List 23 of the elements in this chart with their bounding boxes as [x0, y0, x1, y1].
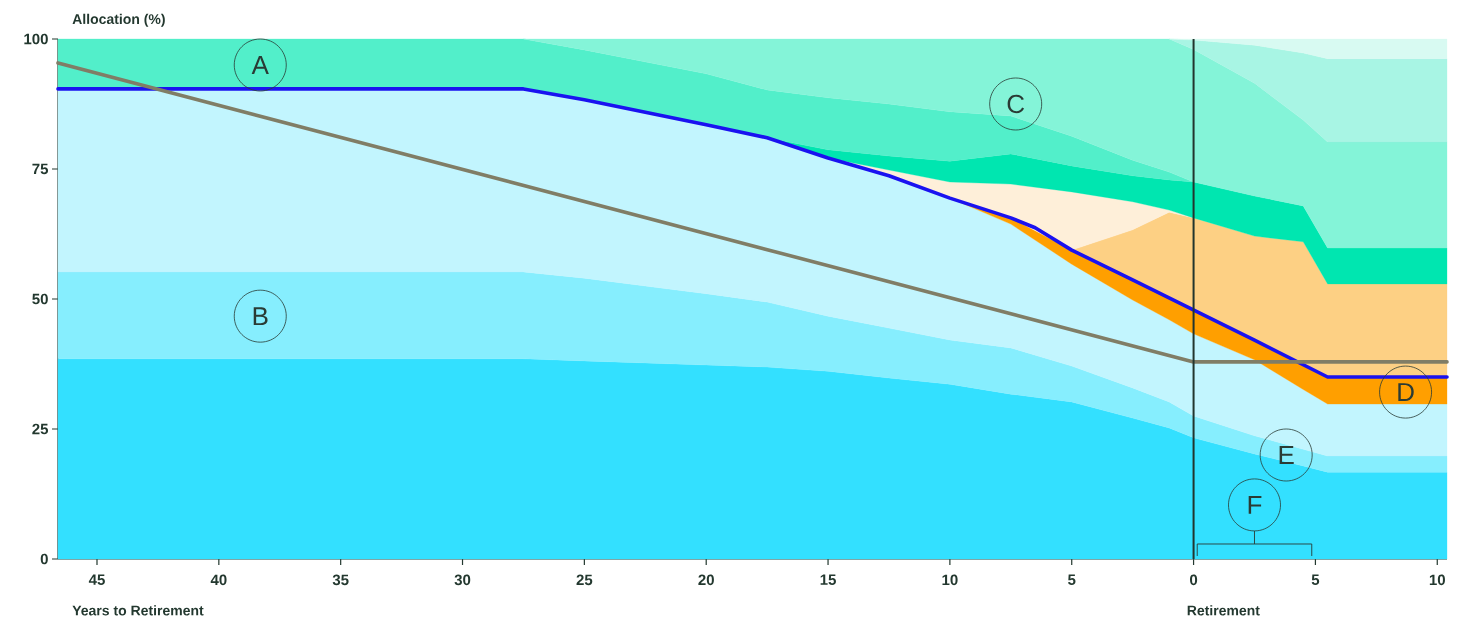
x-tick-label: 45: [88, 574, 105, 585]
ref-line-label: Retirement: [1187, 605, 1260, 616]
annotation: C: [1007, 94, 1025, 114]
y-tick-label: 0: [40, 553, 48, 565]
x-tick-label: 10: [942, 574, 958, 586]
x-tick-label: 5: [1311, 574, 1320, 585]
y-axis-title: Allocation (%): [72, 13, 165, 27]
x-tick-label: 35: [332, 574, 349, 586]
x-tick-label: 20: [698, 574, 714, 586]
x-tick-label: 0: [1190, 574, 1198, 586]
x-tick-label: 25: [576, 574, 593, 586]
x-tick-label: 15: [820, 574, 836, 585]
x-tick-label: 40: [210, 574, 227, 586]
y-tick-label: 100: [24, 33, 48, 45]
y-tick-label: 75: [32, 163, 49, 175]
x-tick-label: 5: [1068, 574, 1076, 585]
y-tick-label: 25: [32, 423, 49, 435]
x-axis-title: Years to Retirement: [72, 605, 204, 616]
annotation: B: [253, 307, 268, 326]
x-tick-label: 30: [454, 574, 471, 586]
x-tick-label: 10: [1429, 574, 1445, 586]
y-tick-label: 50: [32, 293, 48, 305]
annotation: A: [251, 56, 269, 74]
